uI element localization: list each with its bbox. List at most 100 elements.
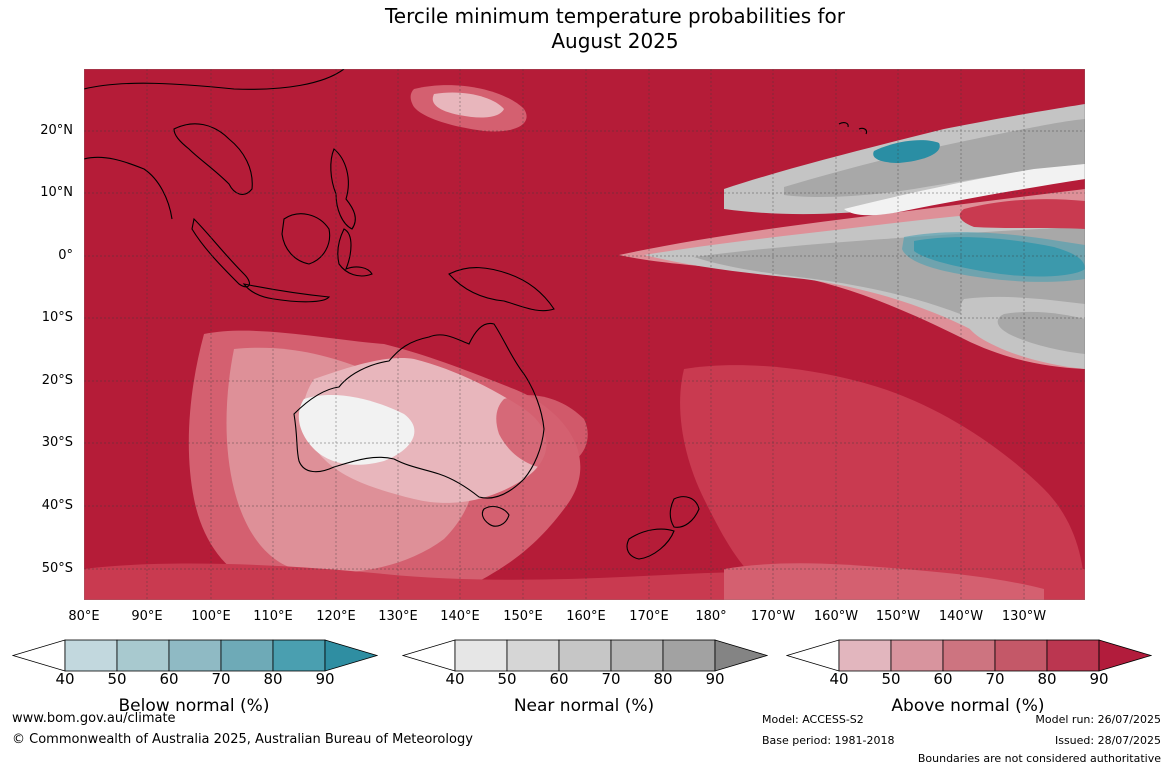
land-outlines: [84, 69, 868, 560]
above-60-se-pacific: [680, 365, 1085, 600]
colorbar-tick-label: 80: [1037, 670, 1057, 688]
colorbar-min-arrow: [12, 639, 66, 672]
lon-tick-label: 130°W: [1001, 609, 1047, 624]
colorbar-max-arrow: [714, 639, 768, 672]
base-period-text: Base period: 1981-2018: [762, 734, 895, 747]
colorbar-tick-label: 80: [263, 670, 283, 688]
java-outline: [242, 283, 331, 303]
new-guinea-outline: [448, 267, 555, 312]
lon-tick-label: 140°E: [440, 609, 480, 624]
colorbar-tick-label: 60: [933, 670, 953, 688]
lat-tick-label: 50°S: [41, 561, 73, 576]
model-run-text: Model run: 26/07/2025: [1035, 713, 1161, 726]
colorbar-segment: [890, 639, 944, 672]
colorbar-tick-label: 50: [881, 670, 901, 688]
lon-tick-label: 160°W: [813, 609, 859, 624]
hawaii-outline: [838, 122, 868, 135]
colorbar-tick-label: 90: [1089, 670, 1109, 688]
colorbar-segment: [272, 639, 326, 672]
borneo-outline: [281, 213, 331, 265]
title-line-2: August 2025: [551, 29, 679, 53]
lat-tick-label: 20°S: [41, 373, 73, 388]
above-60-southern-patches: [724, 563, 1044, 600]
new-zealand-south-outline: [626, 528, 675, 560]
colorbar-tick-label: 40: [445, 670, 465, 688]
lon-tick-label: 150°W: [875, 609, 921, 624]
above-40-north: [432, 92, 504, 118]
colorbar-label: Above normal (%): [891, 696, 1045, 716]
near-70-south-east: [997, 311, 1085, 354]
model-text: Model: ACCESS-S2: [762, 713, 864, 726]
asia-mainland-outline: [84, 69, 345, 220]
light-wa-region: [298, 394, 415, 465]
colorbar-tick-label: 90: [315, 670, 335, 688]
lon-tick-label: 130°E: [378, 609, 418, 624]
colorbar-segment: [838, 639, 892, 672]
above-40-australia: [303, 358, 547, 503]
below-60-equatorial: [902, 232, 1085, 282]
lon-tick-label: 160°E: [566, 609, 606, 624]
colorbar-tick-label: 50: [107, 670, 127, 688]
probability-map: [84, 69, 1085, 600]
lon-tick-label: 150°E: [503, 609, 543, 624]
lat-tick-label: 10°N: [40, 185, 73, 200]
lon-tick-label: 170°W: [750, 609, 796, 624]
map-gridlines: [84, 69, 1085, 600]
colorbar-segment: [454, 639, 508, 672]
philippines-outline: [330, 148, 356, 230]
colorbar-label: Near normal (%): [513, 696, 655, 716]
colorbar-label: Below normal (%): [118, 696, 270, 716]
chart-title: Tercile minimum temperature probabilitie…: [0, 4, 1173, 54]
indochina-outline: [173, 123, 253, 195]
colorbar-tick-label: 70: [211, 670, 231, 688]
colorbar-tick-label: 40: [829, 670, 849, 688]
colorbar-tick-label: 60: [159, 670, 179, 688]
lat-tick-label: 30°S: [41, 435, 73, 450]
lon-tick-label: 120°E: [316, 609, 356, 624]
title-line-1: Tercile minimum temperature probabilitie…: [384, 4, 846, 28]
lon-tick-label: 110°E: [253, 609, 293, 624]
colorbar-segment: [1046, 639, 1100, 672]
colorbar-tick-label: 70: [985, 670, 1005, 688]
lat-tick-label: 0°: [58, 248, 73, 263]
sulawesi-outline: [337, 228, 373, 277]
colorbar-max-arrow: [1098, 639, 1152, 672]
sumatra-outline: [191, 217, 250, 288]
colorbar-segment: [942, 639, 996, 672]
colorbar: [12, 639, 378, 672]
colorbar-tick-label: 50: [497, 670, 517, 688]
colorbar: [402, 639, 768, 672]
website-text: www.bom.gov.au/climate: [12, 711, 176, 726]
colorbar-segment: [994, 639, 1048, 672]
lon-tick-label: 80°E: [68, 609, 100, 624]
colorbar-segment: [64, 639, 118, 672]
disclaimer-text: Boundaries are not considered authoritat…: [917, 752, 1161, 765]
australia-outline: [293, 322, 545, 499]
colorbar-segment: [610, 639, 664, 672]
colorbar-min-arrow: [402, 639, 456, 672]
lon-tick-label: 170°E: [629, 609, 669, 624]
issued-text: Issued: 28/07/2025: [1054, 734, 1161, 747]
light-north-band: [844, 164, 1085, 216]
lat-tick-label: 10°S: [41, 310, 73, 325]
lon-tick-label: 100°E: [191, 609, 231, 624]
colorbar-segment: [220, 639, 274, 672]
colorbar-tick-label: 90: [705, 670, 725, 688]
below-80-north: [873, 140, 940, 163]
colorbar-tick-label: 60: [549, 670, 569, 688]
lat-tick-label: 20°N: [40, 123, 73, 138]
colorbar: [786, 639, 1152, 672]
lon-tick-label: 90°E: [131, 609, 163, 624]
near-70-north-band: [784, 119, 1085, 197]
above-70-mid-pacific: [959, 199, 1085, 229]
tasmania-outline: [481, 506, 510, 527]
colorbar-segment: [662, 639, 716, 672]
colorbar-segment: [116, 639, 170, 672]
colorbar-tick-label: 70: [601, 670, 621, 688]
colorbar-tick-label: 80: [653, 670, 673, 688]
colorbar-tick-label: 40: [55, 670, 75, 688]
colorbar-min-arrow: [786, 639, 840, 672]
colorbar-segment: [558, 639, 612, 672]
colorbar-max-arrow: [324, 639, 378, 672]
above-60-tasman: [496, 395, 588, 469]
